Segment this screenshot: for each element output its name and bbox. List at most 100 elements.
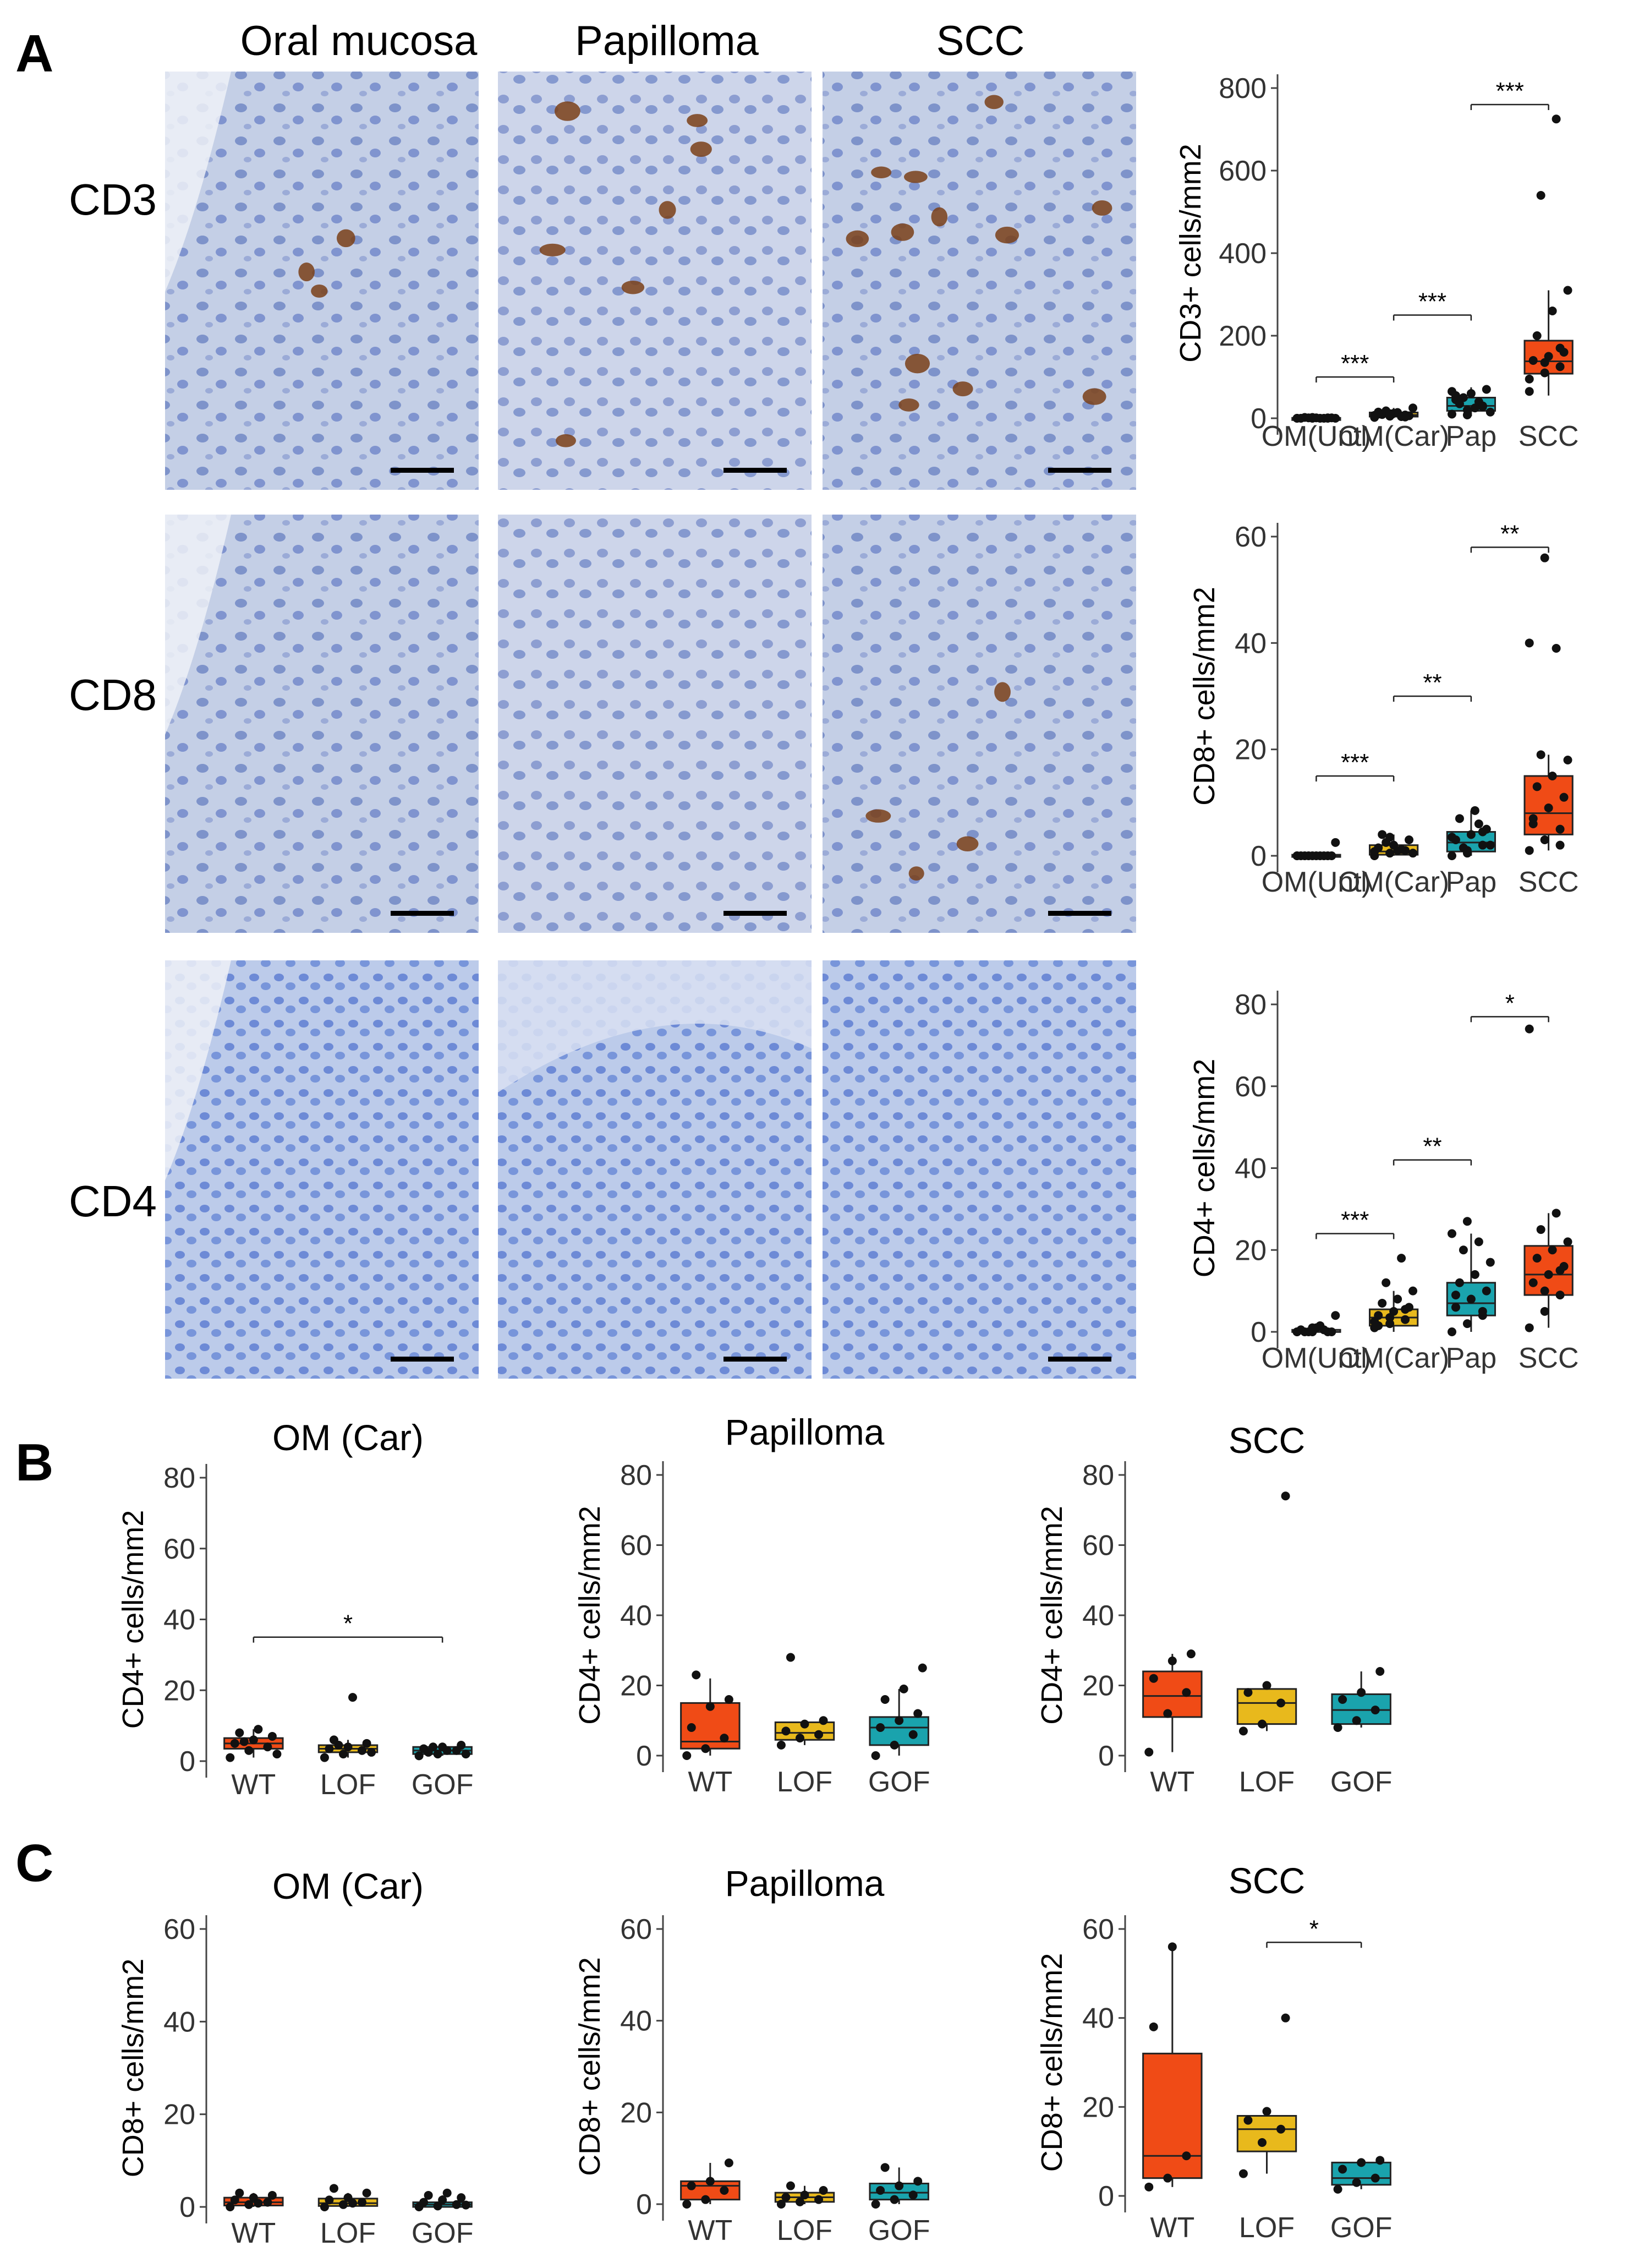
y-axis-title: CD8+ cells/mm2 — [117, 1959, 150, 2178]
data-point — [1408, 1286, 1418, 1296]
data-point — [1451, 1303, 1460, 1312]
data-point — [1292, 1327, 1302, 1336]
data-point — [1401, 412, 1410, 422]
data-point — [1149, 2022, 1158, 2031]
data-point — [1555, 362, 1565, 371]
data-point — [358, 1746, 367, 1755]
x-tick-label: WT — [688, 1766, 732, 1798]
data-point — [1451, 1291, 1460, 1300]
data-point — [720, 1734, 729, 1743]
data-point — [918, 1663, 927, 1673]
data-point — [230, 1739, 239, 1748]
data-point — [254, 2199, 263, 2208]
data-point — [1186, 1649, 1196, 1659]
data-point — [1308, 1323, 1317, 1332]
micrograph-cd8-1 — [498, 515, 812, 933]
data-point — [1462, 1217, 1472, 1226]
data-point — [814, 2195, 824, 2204]
data-point — [1182, 2151, 1191, 2161]
data-point — [786, 1653, 795, 1662]
data-point — [1525, 374, 1534, 384]
chart-c-scc: SCC 0 20 40 60 CD8+ cells/mm2 WT LOF GOF * — [1035, 1860, 1393, 2244]
data-point — [438, 2195, 447, 2205]
data-point — [687, 1723, 696, 1732]
micrograph-row-label: CD8 — [69, 670, 157, 719]
data-point — [776, 2200, 786, 2209]
chart-title: Papilloma — [725, 1412, 885, 1452]
data-point — [1525, 846, 1534, 855]
y-tick-label: 0 — [179, 2192, 195, 2223]
data-point — [682, 2200, 692, 2209]
data-point — [1486, 840, 1495, 850]
data-point — [1357, 2158, 1366, 2167]
y-tick-label: 400 — [1219, 238, 1267, 270]
data-point — [880, 1695, 890, 1704]
data-point — [890, 2195, 899, 2204]
significance-label: ** — [1423, 1133, 1441, 1160]
x-tick-label: WT — [1150, 2212, 1194, 2244]
y-tick-label: 20 — [1235, 1234, 1267, 1266]
data-point — [457, 2193, 466, 2203]
x-tick-label: GOF — [1330, 1766, 1393, 1798]
x-tick-label: GOF — [868, 2215, 930, 2247]
data-point — [429, 1742, 438, 1752]
data-point — [442, 1746, 452, 1755]
data-point — [267, 1731, 277, 1741]
data-point — [871, 1751, 880, 1760]
y-axis-title: CD4+ cells/mm2 — [573, 1506, 606, 1725]
y-tick-label: 20 — [163, 2099, 195, 2131]
x-tick-label: OM(Car) — [1338, 420, 1449, 452]
data-point — [724, 1695, 733, 1704]
y-axis-title: CD8+ cells/mm2 — [1035, 1953, 1068, 2172]
data-point — [1455, 1278, 1464, 1287]
data-point — [1462, 849, 1472, 858]
data-point — [1474, 819, 1483, 828]
data-point — [1163, 1709, 1172, 1718]
data-point — [1552, 644, 1561, 653]
data-point — [1319, 851, 1329, 860]
data-point — [348, 2199, 358, 2208]
data-point — [1401, 1315, 1410, 1324]
chart-a-cd3: 0 200 400 600 800 CD3+ cells/mm2 OM(Unt)OM(Car… — [1174, 73, 1579, 452]
data-point — [1451, 391, 1460, 400]
x-tick-label: OM(Unt) — [1262, 1342, 1371, 1374]
data-point — [1167, 1942, 1177, 1952]
x-tick-label: GOF — [868, 1766, 930, 1798]
data-point — [1262, 2107, 1271, 2116]
data-point — [1308, 413, 1317, 422]
data-point — [1486, 1258, 1495, 1267]
data-point — [800, 1719, 809, 1729]
micrograph-cd4-1 — [498, 960, 812, 1379]
data-point — [880, 2163, 890, 2172]
data-point — [1352, 2178, 1361, 2187]
data-point — [682, 1751, 692, 1760]
data-point — [814, 1730, 824, 1739]
significance-label: *** — [1341, 350, 1369, 377]
data-point — [1482, 385, 1491, 394]
x-tick-label: WT — [688, 2215, 732, 2247]
chart-b-scc: SCC 0 20 40 60 80 CD4+ cells/mm2 WT LOF GOF — [1035, 1420, 1393, 1798]
micrograph-cd3-1 — [498, 72, 812, 490]
data-point — [1405, 835, 1414, 844]
data-point — [687, 2181, 696, 2190]
data-point — [1357, 1688, 1366, 1697]
data-point — [1243, 2116, 1253, 2125]
data-point — [267, 2190, 277, 2200]
micrograph-cd3-0 — [165, 72, 479, 490]
data-point — [1532, 1254, 1542, 1263]
data-point — [1331, 414, 1340, 423]
data-point — [1447, 851, 1456, 860]
y-tick-label: 40 — [1082, 2003, 1114, 2035]
data-point — [424, 2190, 433, 2200]
data-point — [320, 1753, 329, 1762]
data-point — [1536, 750, 1545, 759]
data-point — [1257, 1719, 1267, 1729]
data-point — [701, 2195, 710, 2204]
data-point — [263, 2198, 272, 2207]
y-tick-label: 80 — [1082, 1460, 1114, 1491]
data-point — [1331, 1311, 1340, 1320]
data-point — [876, 2186, 885, 2195]
data-point — [1540, 1286, 1549, 1296]
data-point — [1559, 793, 1569, 802]
